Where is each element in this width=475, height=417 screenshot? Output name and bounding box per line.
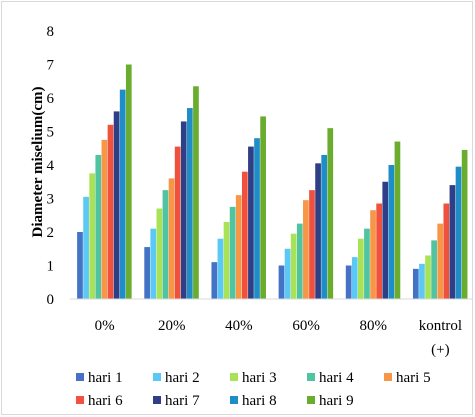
bar-hari-3-cat-1 bbox=[156, 208, 163, 299]
y-tick-label: 0 bbox=[47, 292, 55, 308]
legend-label: hari 8 bbox=[242, 393, 277, 409]
y-axis-label: Diameter miselium(cm) bbox=[30, 87, 46, 238]
legend-swatch-hari-4 bbox=[307, 373, 315, 381]
x-tick-label: 40% bbox=[225, 318, 253, 334]
bar-hari-1-cat-1 bbox=[144, 247, 150, 299]
y-tick-label: 8 bbox=[47, 24, 55, 40]
bar-hari-4-cat-1 bbox=[162, 190, 169, 300]
bar-hari-2-cat-2 bbox=[217, 238, 224, 299]
bar-hari-8-cat-0 bbox=[119, 89, 126, 300]
bar-hari-9-cat-5 bbox=[461, 149, 468, 299]
bar-hari-8-cat-5 bbox=[455, 166, 462, 299]
x-tick-label: 80% bbox=[360, 318, 388, 334]
bar-hari-7-cat-4 bbox=[382, 181, 389, 299]
x-axis-tick-labels: 0% 20% 40% 60% 80% kontrol (+) bbox=[95, 318, 462, 358]
bar-hari-8-cat-1 bbox=[187, 108, 193, 299]
legend-swatch-hari-8 bbox=[230, 396, 238, 404]
y-axis-ticks: 0 1 2 3 4 5 6 7 8 bbox=[47, 24, 55, 308]
bars bbox=[77, 64, 468, 300]
y-tick-label: 3 bbox=[47, 192, 55, 208]
x-tick-label: 20% bbox=[158, 318, 186, 334]
bar-hari-5-cat-2 bbox=[235, 195, 242, 299]
legend-swatch-hari-5 bbox=[384, 373, 392, 381]
bar-hari-6-cat-0 bbox=[107, 124, 114, 299]
bar-hari-2-cat-0 bbox=[83, 196, 89, 299]
bar-hari-2-cat-5 bbox=[419, 263, 425, 299]
bar-hari-9-cat-0 bbox=[125, 64, 132, 299]
bar-hari-7-cat-1 bbox=[180, 121, 187, 299]
y-tick-label: 4 bbox=[47, 158, 55, 174]
legend-label: hari 2 bbox=[165, 370, 200, 386]
bar-hari-4-cat-4 bbox=[364, 228, 370, 299]
bar-hari-5-cat-1 bbox=[168, 178, 175, 299]
bar-hari-1-cat-3 bbox=[278, 265, 285, 299]
x-tick-label: 0% bbox=[95, 318, 115, 334]
x-tick-label: 60% bbox=[292, 318, 320, 334]
bar-hari-1-cat-2 bbox=[211, 262, 218, 299]
bar-hari-3-cat-2 bbox=[223, 221, 230, 299]
legend-label: hari 6 bbox=[88, 393, 123, 409]
legend-label: hari 3 bbox=[242, 370, 277, 386]
y-tick-label: 2 bbox=[47, 225, 55, 241]
bar-hari-9-cat-1 bbox=[193, 86, 199, 299]
bar-hari-3-cat-4 bbox=[358, 238, 364, 299]
bar-hari-1-cat-5 bbox=[412, 268, 419, 299]
legend-swatch-hari-9 bbox=[307, 396, 315, 404]
bar-hari-2-cat-4 bbox=[351, 257, 358, 300]
bar-hari-9-cat-2 bbox=[260, 116, 266, 299]
y-tick-label: 1 bbox=[47, 259, 55, 275]
bar-hari-8-cat-3 bbox=[321, 154, 328, 299]
y-tick-label: 5 bbox=[47, 125, 55, 141]
bar-hari-7-cat-5 bbox=[449, 185, 456, 299]
legend-swatch-hari-6 bbox=[76, 396, 84, 404]
bar-hari-9-cat-3 bbox=[327, 128, 334, 299]
x-tick-label: (+) bbox=[431, 342, 449, 358]
bar-hari-8-cat-4 bbox=[388, 165, 395, 299]
y-tick-label: 6 bbox=[47, 91, 55, 107]
legend-swatch-hari-1 bbox=[76, 373, 84, 381]
bar-hari-9-cat-4 bbox=[394, 141, 401, 299]
y-tick-label: 7 bbox=[47, 58, 55, 74]
bar-hari-6-cat-3 bbox=[309, 190, 315, 300]
bar-hari-3-cat-3 bbox=[290, 233, 297, 299]
legend-label: hari 1 bbox=[88, 370, 123, 386]
legend-label: hari 9 bbox=[319, 393, 354, 409]
bar-hari-1-cat-4 bbox=[345, 265, 352, 299]
bar-hari-4-cat-3 bbox=[296, 223, 303, 300]
bar-hari-4-cat-2 bbox=[229, 206, 236, 300]
legend-swatch-hari-3 bbox=[230, 373, 238, 381]
legend-label: hari 7 bbox=[165, 393, 200, 409]
bar-hari-7-cat-2 bbox=[248, 146, 254, 299]
bar-hari-4-cat-0 bbox=[95, 154, 102, 299]
bar-hari-2-cat-1 bbox=[150, 228, 157, 299]
bar-hari-5-cat-4 bbox=[370, 210, 376, 299]
bar-hari-8-cat-2 bbox=[254, 138, 260, 299]
bar-hari-4-cat-5 bbox=[431, 240, 437, 300]
x-tick-label: kontrol bbox=[419, 318, 462, 334]
bar-hari-5-cat-5 bbox=[437, 223, 444, 300]
legend-swatch-hari-2 bbox=[153, 373, 161, 381]
bar-hari-1-cat-0 bbox=[77, 232, 83, 299]
bar-hari-5-cat-0 bbox=[101, 139, 108, 300]
bar-hari-7-cat-3 bbox=[315, 163, 321, 299]
bar-hari-3-cat-0 bbox=[89, 173, 96, 300]
bar-hari-7-cat-0 bbox=[113, 111, 120, 300]
bar-hari-6-cat-5 bbox=[443, 203, 450, 299]
legend-swatch-hari-7 bbox=[153, 396, 161, 404]
bar-hari-6-cat-1 bbox=[174, 146, 181, 299]
bar-hari-6-cat-2 bbox=[241, 171, 248, 299]
legend-label: hari 5 bbox=[396, 370, 431, 386]
bar-hari-2-cat-3 bbox=[284, 248, 291, 299]
legend: hari 1 hari 2 hari 3 hari 4 hari 5 hari 6 hari… bbox=[76, 370, 431, 409]
legend-label: hari 4 bbox=[319, 370, 354, 386]
bar-hari-3-cat-5 bbox=[425, 255, 431, 299]
bar-hari-5-cat-3 bbox=[303, 200, 309, 299]
bar-hari-6-cat-4 bbox=[376, 203, 382, 299]
